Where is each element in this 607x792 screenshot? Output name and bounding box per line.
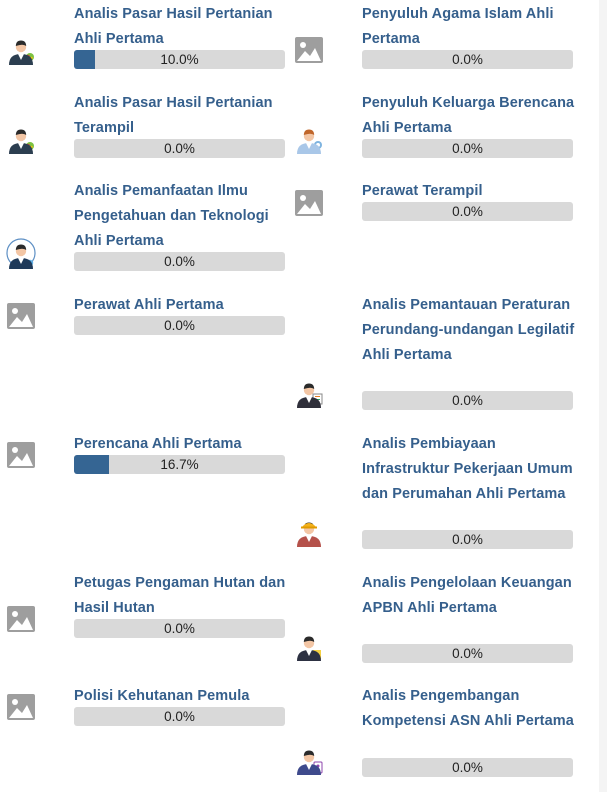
progress-percent-label: 0.0% <box>452 646 483 661</box>
progress-bar: 0.0% <box>362 644 573 663</box>
progress-percent-label: 0.0% <box>452 204 483 219</box>
progress-percent-label: 0.0% <box>452 393 483 408</box>
hr-analyst-avatar-icon <box>293 744 325 776</box>
image-placeholder-icon <box>5 439 37 471</box>
progress-bar: 0.0% <box>362 391 573 410</box>
image-placeholder-icon <box>5 691 37 723</box>
progress-bar: 0.0% <box>362 530 573 549</box>
progress-percent-label: 10.0% <box>160 52 199 67</box>
formation-title[interactable]: Analis Pengelolaan Keuangan APBN Ahli Pe… <box>362 575 572 616</box>
formation-title[interactable]: Analis Pasar Hasil Pertanian Terampil <box>74 95 273 136</box>
engineer-avatar-icon <box>293 516 325 548</box>
formation-title[interactable]: Polisi Kehutanan Pemula <box>74 688 250 704</box>
formation-title[interactable]: Analis Pemanfaatan Ilmu Pengetahuan dan … <box>74 183 269 249</box>
progress-bar: 0.0% <box>362 202 573 221</box>
progress-percent-label: 0.0% <box>452 532 483 547</box>
formation-title[interactable]: Perawat Terampil <box>362 183 483 199</box>
legal-analyst-avatar-icon <box>293 377 325 409</box>
progress-bar: 10.0% <box>74 50 285 69</box>
image-placeholder-icon <box>293 187 325 219</box>
progress-bar: 0.0% <box>74 707 285 726</box>
progress-percent-label: 16.7% <box>160 457 199 472</box>
progress-bar: 0.0% <box>74 316 285 335</box>
progress-percent-label: 0.0% <box>452 52 483 67</box>
formation-title[interactable]: Penyuluh Agama Islam Ahli Pertama <box>362 6 554 47</box>
formation-title[interactable]: Petugas Pengaman Hutan dan Hasil Hutan <box>74 575 286 616</box>
formation-title[interactable]: Penyuluh Keluarga Berencana Ahli Pertama <box>362 95 575 136</box>
scientist-avatar-icon <box>5 238 37 270</box>
progress-bar: 0.0% <box>74 252 285 271</box>
formation-title[interactable]: Analis Pembiayaan Infrastruktur Pekerjaa… <box>362 436 573 502</box>
image-placeholder-icon <box>5 603 37 635</box>
progress-percent-label: 0.0% <box>164 621 195 636</box>
counselor-avatar-icon <box>293 123 325 155</box>
farmer-avatar-icon <box>5 123 37 155</box>
progress-bar: 0.0% <box>74 619 285 638</box>
progress-percent-label: 0.0% <box>164 254 195 269</box>
finance-analyst-avatar-icon: $ <box>293 630 325 662</box>
formation-title[interactable]: Perencana Ahli Pertama <box>74 436 242 452</box>
scrollbar-track[interactable] <box>599 0 607 792</box>
farmer-avatar-icon <box>5 34 37 66</box>
progress-fill <box>74 455 110 474</box>
progress-bar: 0.0% <box>362 758 573 777</box>
progress-bar: 16.7% <box>74 455 285 474</box>
image-placeholder-icon <box>293 34 325 66</box>
progress-percent-label: 0.0% <box>164 709 195 724</box>
progress-percent-label: 0.0% <box>452 760 483 775</box>
formation-title[interactable]: Analis Pasar Hasil Pertanian Ahli Pertam… <box>74 6 273 47</box>
progress-fill <box>74 50 96 69</box>
progress-bar: 0.0% <box>362 50 573 69</box>
formation-title[interactable]: Perawat Ahli Pertama <box>74 297 224 313</box>
formation-title[interactable]: Analis Pengembangan Kompetensi ASN Ahli … <box>362 688 574 729</box>
image-placeholder-icon <box>5 300 37 332</box>
progress-bar: 0.0% <box>362 139 573 158</box>
formation-title[interactable]: Analis Pemantauan Peraturan Perundang-un… <box>362 297 575 363</box>
progress-percent-label: 0.0% <box>164 141 195 156</box>
progress-percent-label: 0.0% <box>164 318 195 333</box>
progress-percent-label: 0.0% <box>452 141 483 156</box>
progress-bar: 0.0% <box>74 139 285 158</box>
